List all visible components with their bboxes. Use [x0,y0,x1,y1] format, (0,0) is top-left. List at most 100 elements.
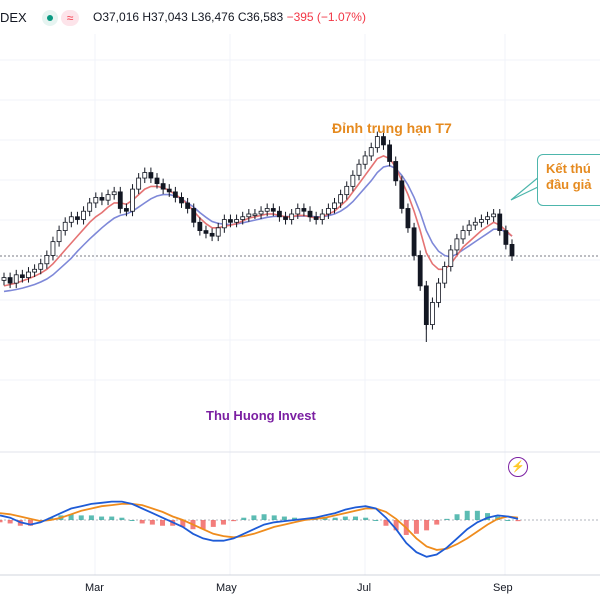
candle-body [332,202,337,209]
macd-histogram-bar [505,520,511,521]
candle-body [19,274,25,278]
macd-histogram-bar [160,520,166,526]
candle-body [191,208,197,223]
candle-body [87,202,93,212]
macd-histogram-bar [332,517,338,520]
x-tick-label: Jul [357,582,372,594]
candle-body [13,274,19,284]
candle-body [466,224,472,231]
candle-body [56,230,62,243]
candle-body [130,188,135,212]
macd-histogram-bar [434,520,440,525]
candle-body [307,210,313,218]
macd-histogram-bar [464,510,470,520]
candle-body [148,172,154,179]
candle-body [124,208,129,212]
candle-body [26,271,31,278]
macd-histogram-bar [149,520,155,525]
candle-body [264,208,270,212]
watermark: Thu Huong Invest [206,408,316,423]
candle-body [252,213,258,216]
low-value: L36,476 [191,10,235,24]
candle-body [442,266,448,284]
candle-body [387,144,392,162]
macd-histogram-bar [129,520,135,521]
candle-body [209,232,215,237]
macd-histogram-bar [210,520,216,527]
macd-histogram-bar [485,513,491,520]
candle-body [111,191,117,196]
macd-histogram-bar [220,520,226,525]
macd-histogram-bar [393,520,399,531]
lightning-icon[interactable]: ⚡ [508,457,528,477]
status-dot-icon[interactable] [42,10,58,26]
candle-body [221,219,227,229]
candle-body [301,208,307,212]
candle-body [289,213,295,220]
candle-body [7,277,13,284]
candle-body [68,216,74,223]
macd-histogram-bar [99,516,105,520]
macd-histogram-bar [241,517,247,520]
symbol-label: DEX [0,10,27,25]
candle-body [399,180,405,209]
macd-histogram-bar [342,516,348,520]
candle-body [160,183,166,190]
candle-body [381,136,386,146]
candle-body [313,216,319,220]
candle-body [503,230,509,245]
macd-histogram-bar [261,514,267,520]
macd-histogram-bar [251,515,257,520]
candle-body [319,213,325,220]
candle-body [81,210,86,220]
macd-histogram-bar [88,515,94,520]
chart-header: DEX ≈ O37,016 H37,043 L36,476 C36,583 −3… [0,0,600,34]
candle-body [50,241,56,256]
candle-body [430,302,435,325]
candle-body [374,136,380,149]
candle-body [405,208,411,229]
macd-histogram-bar [7,520,13,524]
candle-body [393,161,399,182]
open-value: O37,016 [93,10,140,24]
candle-body [203,230,209,234]
macd-histogram-bar [109,516,115,520]
macd-histogram-bar [139,520,145,524]
approx-icon[interactable]: ≈ [61,10,79,26]
candle-body [228,219,233,223]
candle-body [99,197,105,201]
candle-body [485,216,490,220]
candle-body [62,221,68,231]
candle-body [338,194,344,204]
macd-histogram-bar [281,516,287,520]
x-tick-label: Sep [493,582,513,594]
candle-body [142,172,148,179]
peak-annotation: Đỉnh trung hạn T7 [332,120,452,136]
macd-histogram-bar [515,520,521,522]
macd-histogram-bar [352,516,358,520]
macd-line [0,500,519,558]
candle-body [411,227,417,256]
candle-body [350,174,356,187]
candle-body [258,210,264,215]
candle-body [325,208,331,215]
candle-body [154,177,160,184]
macd-histogram-bar [200,520,206,530]
macd-histogram-bar [474,510,480,520]
candle-body [166,188,172,193]
macd-histogram-bar [322,517,328,520]
candle-body [497,213,503,231]
candle-body [136,177,142,190]
x-tick-label: May [216,582,237,594]
macd-histogram-bar [413,520,419,534]
candle-body [93,197,99,204]
candle-body [197,221,203,231]
candle-body [344,185,350,196]
macd-histogram-bar [292,517,298,520]
candle-body [38,263,44,270]
candle-body [105,194,111,201]
macd-histogram-bar [27,520,33,526]
candle-body [1,277,7,281]
candle-body [117,191,123,209]
